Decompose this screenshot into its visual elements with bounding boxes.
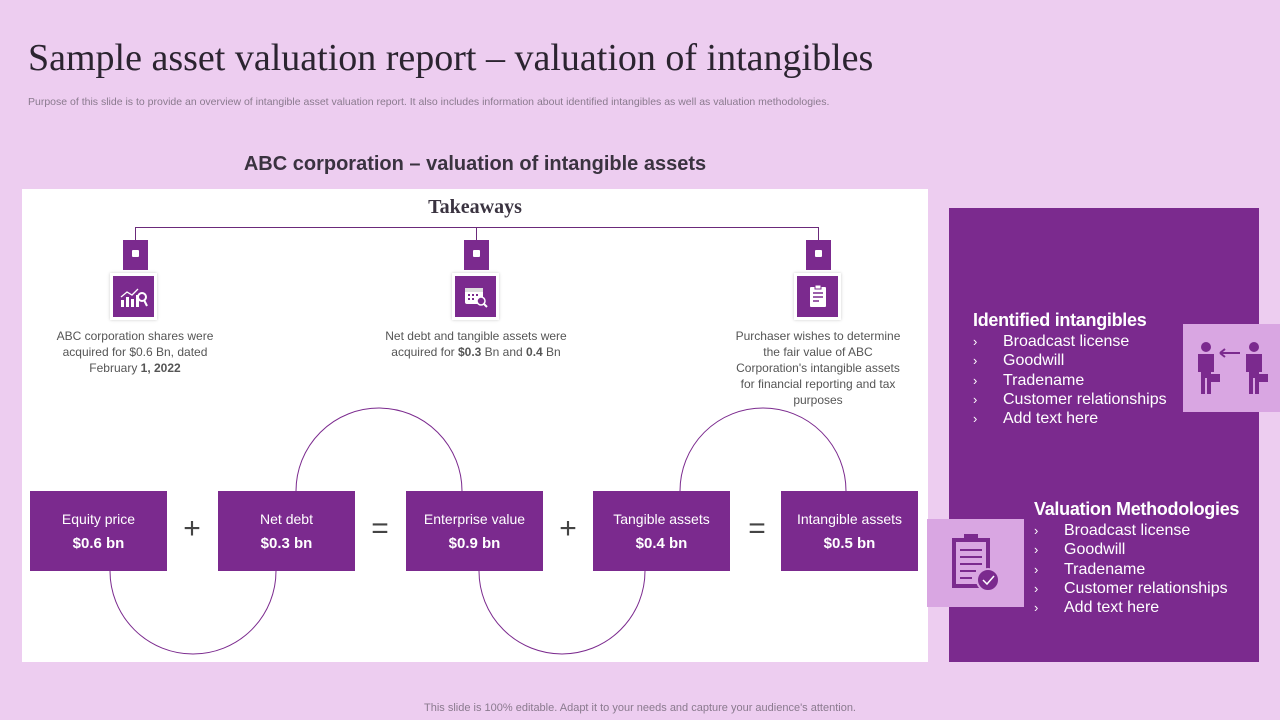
list-item: › Customer relationships	[1034, 579, 1228, 597]
identified-intangibles: Identified intangibles › Broadcast licens…	[973, 310, 1167, 428]
connector-line	[135, 227, 819, 228]
arc	[679, 407, 847, 492]
valuation-methodologies: Valuation Methodologies › Broadcast licen…	[1034, 499, 1239, 617]
list-item: › Goodwill	[973, 352, 1065, 370]
clipboard-check-icon	[927, 519, 1024, 607]
section-heading: Identified intangibles	[973, 310, 1147, 330]
connector-stem	[135, 227, 136, 240]
takeaway-text: Net debt and tangible assets were acquir…	[385, 329, 567, 359]
page-title: Sample asset valuation report – valuatio…	[28, 37, 874, 79]
pin-marker	[806, 240, 831, 270]
pin-marker	[123, 240, 148, 270]
chart-title: ABC corporation – valuation of intangibl…	[243, 153, 707, 175]
list-item: › Broadcast license	[1034, 522, 1191, 539]
list-item: › Broadcast license	[973, 333, 1130, 350]
pin-marker	[464, 240, 489, 270]
calendar-search-icon	[452, 273, 499, 320]
equals-operator: =	[371, 512, 389, 545]
takeaway-text: ABC corporation shares were acquired for…	[56, 329, 214, 375]
footer-note: This slide is 100% editable. Adapt it to…	[424, 702, 856, 714]
list-item: › Goodwill	[1034, 541, 1126, 559]
intangible-assets-box: Intangible assets $0.5 bn	[781, 491, 918, 571]
connector-stem	[818, 227, 819, 240]
takeaways-heading: Takeaways	[428, 196, 522, 218]
list-item: › Customer relationships	[973, 390, 1167, 408]
list-item: › Tradename	[973, 371, 1085, 389]
takeaway-text: Purchaser wishes to determine the fair v…	[735, 329, 901, 407]
list-item: › Add text here	[1034, 599, 1160, 617]
chart-analysis-icon	[110, 273, 157, 320]
page-subtitle: Purpose of this slide is to provide an o…	[28, 96, 830, 108]
enterprise-value-box: Enterprise value $0.9 bn	[406, 491, 543, 571]
equity-price-box: Equity price $0.6 bn	[30, 491, 167, 571]
report-icon	[794, 273, 841, 320]
people-exchange-icon	[1183, 324, 1280, 412]
connector-stem	[476, 227, 477, 240]
arc	[478, 570, 646, 655]
arc	[109, 570, 277, 655]
tangible-assets-box: Tangible assets $0.4 bn	[593, 491, 730, 571]
arc	[295, 407, 463, 492]
net-debt-box: Net debt $0.3 bn	[218, 491, 355, 571]
section-heading: Valuation Methodologies	[1034, 499, 1240, 519]
list-item: › Tradename	[1034, 560, 1146, 578]
equation-arcs	[109, 407, 847, 655]
equals-operator: =	[748, 512, 766, 545]
plus-operator: +	[183, 512, 201, 545]
list-item: › Add text here	[973, 410, 1099, 428]
plus-operator: +	[559, 512, 577, 545]
